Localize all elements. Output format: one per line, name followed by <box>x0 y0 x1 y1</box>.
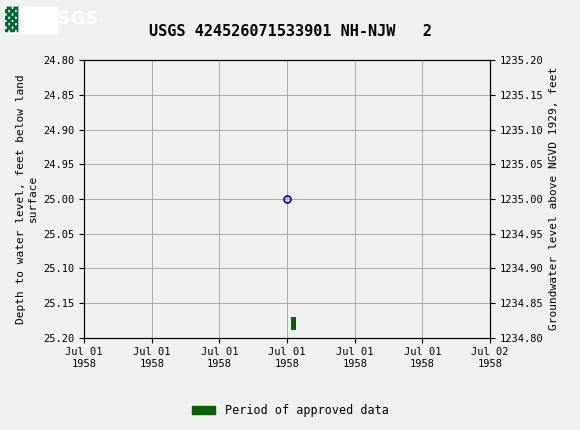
Legend: Period of approved data: Period of approved data <box>187 399 393 422</box>
Text: USGS: USGS <box>44 10 99 28</box>
Y-axis label: Depth to water level, feet below land
surface: Depth to water level, feet below land su… <box>16 74 38 324</box>
Bar <box>291 317 296 330</box>
Y-axis label: Groundwater level above NGVD 1929, feet: Groundwater level above NGVD 1929, feet <box>549 67 559 331</box>
FancyBboxPatch shape <box>5 7 57 33</box>
Text: USGS 424526071533901 NH-NJW   2: USGS 424526071533901 NH-NJW 2 <box>148 24 432 39</box>
Text: ▓: ▓ <box>5 6 18 32</box>
